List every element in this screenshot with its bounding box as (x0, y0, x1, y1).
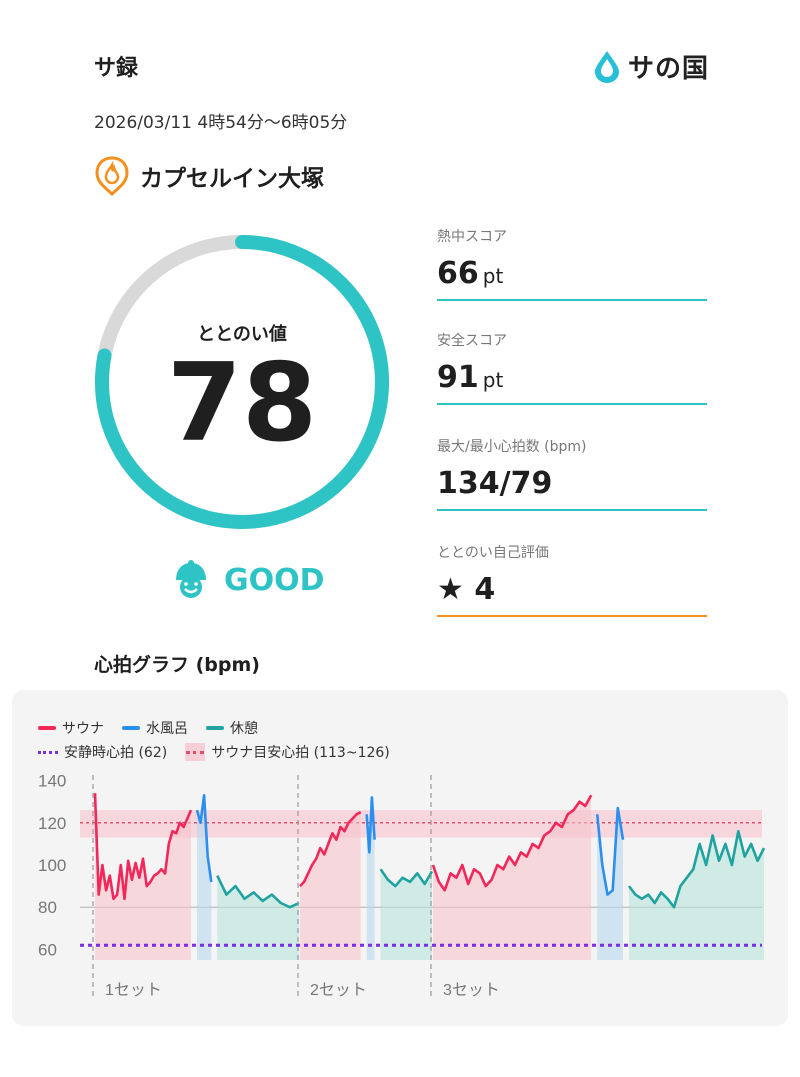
facility-name: カプセルイン大塚 (140, 166, 324, 192)
gauge-value: 78 (166, 341, 318, 466)
stat-unit: pt (482, 264, 504, 288)
legend-swatch-resting (38, 750, 58, 754)
stat-self-rating[interactable]: ととのい自己評価 ★ 4 (437, 542, 707, 617)
legend-sauna: サウナ (62, 721, 104, 737)
stat-heat-score: 熱中スコア 66 pt (437, 226, 707, 301)
cold-line (195, 794, 213, 883)
rating-badge: GOOD (172, 560, 325, 600)
heart-rate-chart: 140 120 100 80 60 1セット 2セット 3セット (38, 772, 766, 1000)
chart-legend: サウナ 水風呂 休憩 安静時心拍 (62) サウナ目安心拍 (113~126) (38, 716, 408, 764)
graph-title: 心拍グラフ (bpm) (94, 654, 260, 676)
totonoi-gauge (95, 235, 389, 529)
y-tick-label: 120 (38, 814, 66, 833)
legend-rest: 休憩 (230, 721, 258, 737)
set-label: 2セット (310, 982, 367, 999)
stat-label: 安全スコア (437, 333, 507, 349)
divider (437, 299, 707, 301)
cold-line (365, 796, 376, 854)
stat-unit: pt (482, 368, 504, 392)
sauna-area (300, 812, 361, 960)
brand-logo: サの国 (592, 48, 709, 84)
divider (437, 509, 707, 511)
stat-value: 66 (437, 256, 479, 291)
stat-safety-score: 安全スコア 91 pt (437, 330, 707, 405)
stat-value: 134/79 (437, 466, 553, 501)
brand-text: サの国 (628, 53, 710, 84)
stat-value: 91 (437, 360, 479, 395)
y-tick-label: 80 (38, 898, 57, 917)
legend-target-hr: サウナ目安心拍 (113~126) (211, 745, 390, 761)
sauna-area (433, 795, 592, 960)
stat-label: 熱中スコア (437, 229, 507, 245)
sauna-fire-icon (95, 156, 129, 196)
graph-card (12, 690, 788, 1026)
rest-line (379, 868, 434, 888)
stat-heart-rate-range: 最大/最小心拍数 (bpm) 134/79 (437, 436, 707, 511)
legend-swatch-sauna (38, 726, 56, 730)
rest-area (217, 875, 299, 960)
sauna-area (95, 793, 191, 960)
sauna-hat-face-icon (176, 560, 206, 598)
y-tick-label: 60 (38, 940, 57, 959)
stat-value: ★ 4 (437, 572, 496, 607)
sauna-line (93, 793, 193, 901)
rating-text: GOOD (224, 562, 325, 598)
stat-label: 最大/最小心拍数 (bpm) (437, 439, 587, 455)
cold-area (197, 795, 212, 960)
rest-line (216, 875, 300, 909)
cold-line (595, 806, 625, 896)
gauge-progress-arc (95, 235, 389, 529)
legend-swatch-cold (122, 726, 140, 730)
divider (437, 615, 707, 617)
cold-area (366, 797, 375, 960)
rest-line (627, 829, 766, 909)
rest-area (380, 869, 432, 960)
facility-row[interactable]: カプセルイン大塚 (94, 156, 324, 196)
target-band (80, 810, 762, 838)
legend-cold: 水風呂 (146, 721, 188, 737)
app-title: サ録 (94, 56, 139, 81)
water-drop-icon (595, 51, 619, 83)
set-label: 3セット (443, 982, 500, 999)
set-label: 1セット (105, 982, 162, 999)
stat-label: ととのい自己評価 (437, 545, 549, 561)
session-datetime: 2026/03/11 4時54分〜6時05分 (94, 113, 348, 133)
y-tick-label: 100 (38, 856, 66, 875)
y-tick-label: 140 (38, 772, 66, 791)
legend-resting-hr: 安静時心拍 (62) (64, 745, 168, 761)
divider (437, 403, 707, 405)
legend-swatch-rest (206, 726, 224, 730)
sauna-line (431, 794, 593, 892)
sauna-line (299, 811, 362, 887)
legend-swatch-target (185, 743, 206, 761)
gauge-label: ととのい値 (197, 324, 287, 345)
